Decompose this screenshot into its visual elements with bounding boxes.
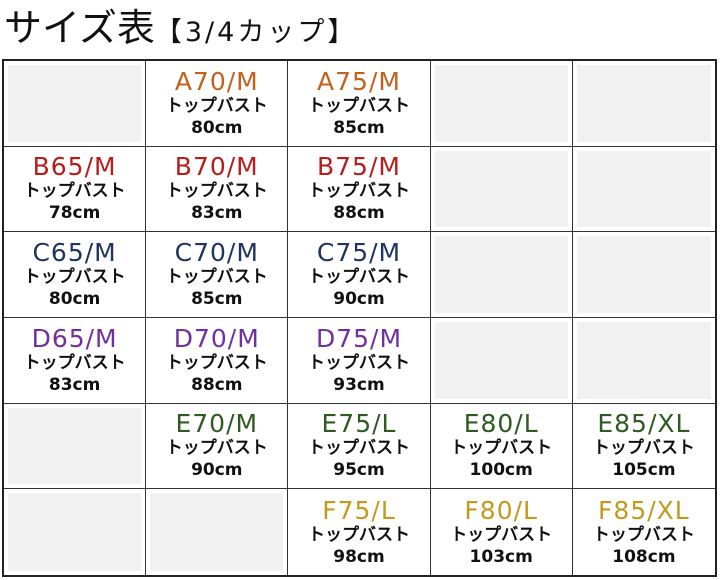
title-text: サイズ表 [4, 6, 155, 50]
empty-cell [4, 61, 147, 147]
top-bust-label: トップバスト [307, 438, 410, 459]
top-bust-value: 95cm [333, 460, 385, 481]
top-bust-value: 93cm [333, 374, 385, 395]
top-bust-label: トップバスト [592, 438, 695, 459]
cup-type-subtitle: 【3/4カップ】 [154, 17, 358, 48]
size-cell: B70/M トップバスト 83cm [146, 146, 289, 233]
empty-cell [572, 61, 715, 147]
size-cell: F80/L トップバスト 103cm [431, 489, 573, 575]
top-bust-label: トップバスト [23, 352, 126, 373]
top-bust-value: 90cm [191, 460, 243, 481]
size-code: A70/M [174, 66, 259, 96]
empty-cell [572, 147, 715, 233]
top-bust-value: 105cm [612, 460, 676, 481]
size-cell: C70/M トップバスト 85cm [146, 232, 289, 318]
size-cell: E75/L トップバスト 95cm [288, 403, 431, 490]
size-code: D65/M [31, 323, 118, 353]
empty-cell [430, 317, 573, 404]
top-bust-value: 83cm [48, 374, 101, 395]
empty-cell [430, 232, 573, 318]
size-cell: E80/L トップバスト 100cm [430, 403, 573, 490]
size-cell: F75/L トップバスト 98cm [288, 489, 431, 575]
size-code: E75/L [321, 409, 397, 439]
size-cell: E85/XL トップバスト 105cm [572, 404, 715, 490]
size-code: E85/XL [597, 409, 691, 439]
size-cell: A75/M トップバスト 85cm [288, 61, 431, 147]
size-cell: D70/M トップバスト 88cm [146, 317, 289, 404]
top-bust-value: 85cm [333, 117, 385, 138]
size-code: C65/M [32, 238, 117, 268]
top-bust-label: トップバスト [165, 95, 268, 116]
top-bust-value: 85cm [191, 289, 243, 310]
top-bust-value: 100cm [469, 460, 533, 481]
size-cell: E70/M トップバスト 90cm [146, 403, 289, 490]
size-code: B65/M [32, 152, 117, 182]
empty-cell [572, 232, 715, 318]
empty-cell [4, 489, 147, 575]
size-cell: B75/M トップバスト 88cm [288, 146, 431, 233]
size-cell: F85/XL トップバスト 108cm [573, 489, 715, 575]
size-code: F80/L [464, 495, 538, 525]
top-bust-label: トップバスト [592, 524, 695, 545]
size-chart-table: A70/M トップバスト 80cm A75/M トップバスト 85cm B65/M トップバス… [2, 59, 717, 577]
empty-cell [146, 489, 289, 575]
size-code: E70/M [175, 409, 259, 439]
size-code: B75/M [317, 152, 401, 182]
empty-cell [430, 61, 573, 147]
top-bust-label: トップバスト [165, 438, 268, 459]
size-code: E80/L [463, 409, 539, 439]
top-bust-label: トップバスト [23, 267, 126, 288]
size-cell: C65/M トップバスト 80cm [4, 232, 147, 318]
top-bust-label: トップバスト [307, 267, 410, 288]
size-code: C75/M [316, 238, 402, 268]
top-bust-label: トップバスト [307, 524, 410, 545]
top-bust-value: 108cm [612, 546, 676, 567]
top-bust-value: 78cm [48, 203, 101, 224]
size-cell: B65/M トップバスト 78cm [4, 146, 147, 233]
top-bust-value: 88cm [333, 203, 385, 224]
size-cell: D75/M トップバスト 93cm [288, 317, 431, 404]
top-bust-value: 83cm [191, 203, 243, 224]
top-bust-label: トップバスト [307, 181, 410, 202]
top-bust-label: トップバスト [165, 181, 268, 202]
page-title: サイズ表【3/4カップ】 [4, 0, 357, 56]
size-code: C70/M [174, 238, 259, 268]
size-code: F85/XL [598, 495, 690, 525]
empty-cell [430, 146, 573, 233]
top-bust-value: 98cm [333, 546, 385, 567]
top-bust-value: 103cm [469, 546, 533, 567]
size-code: B70/M [174, 152, 259, 182]
top-bust-label: トップバスト [450, 524, 553, 545]
top-bust-label: トップバスト [23, 181, 126, 202]
empty-cell [572, 318, 715, 404]
top-bust-label: トップバスト [307, 352, 410, 373]
size-code: D70/M [173, 323, 260, 353]
top-bust-value: 88cm [191, 374, 243, 395]
top-bust-label: トップバスト [307, 95, 410, 116]
size-cell: D65/M トップバスト 83cm [4, 317, 147, 404]
top-bust-label: トップバスト [165, 352, 268, 373]
size-cell: C75/M トップバスト 90cm [288, 232, 431, 318]
empty-cell [4, 403, 147, 490]
top-bust-value: 90cm [333, 289, 385, 310]
top-bust-label: トップバスト [165, 267, 268, 288]
top-bust-value: 80cm [48, 289, 101, 310]
size-code: D75/M [315, 323, 403, 353]
size-cell: A70/M トップバスト 80cm [146, 61, 289, 147]
size-code: F75/L [322, 495, 396, 525]
top-bust-label: トップバスト [450, 438, 553, 459]
size-code: A75/M [317, 66, 401, 96]
top-bust-value: 80cm [191, 117, 243, 138]
